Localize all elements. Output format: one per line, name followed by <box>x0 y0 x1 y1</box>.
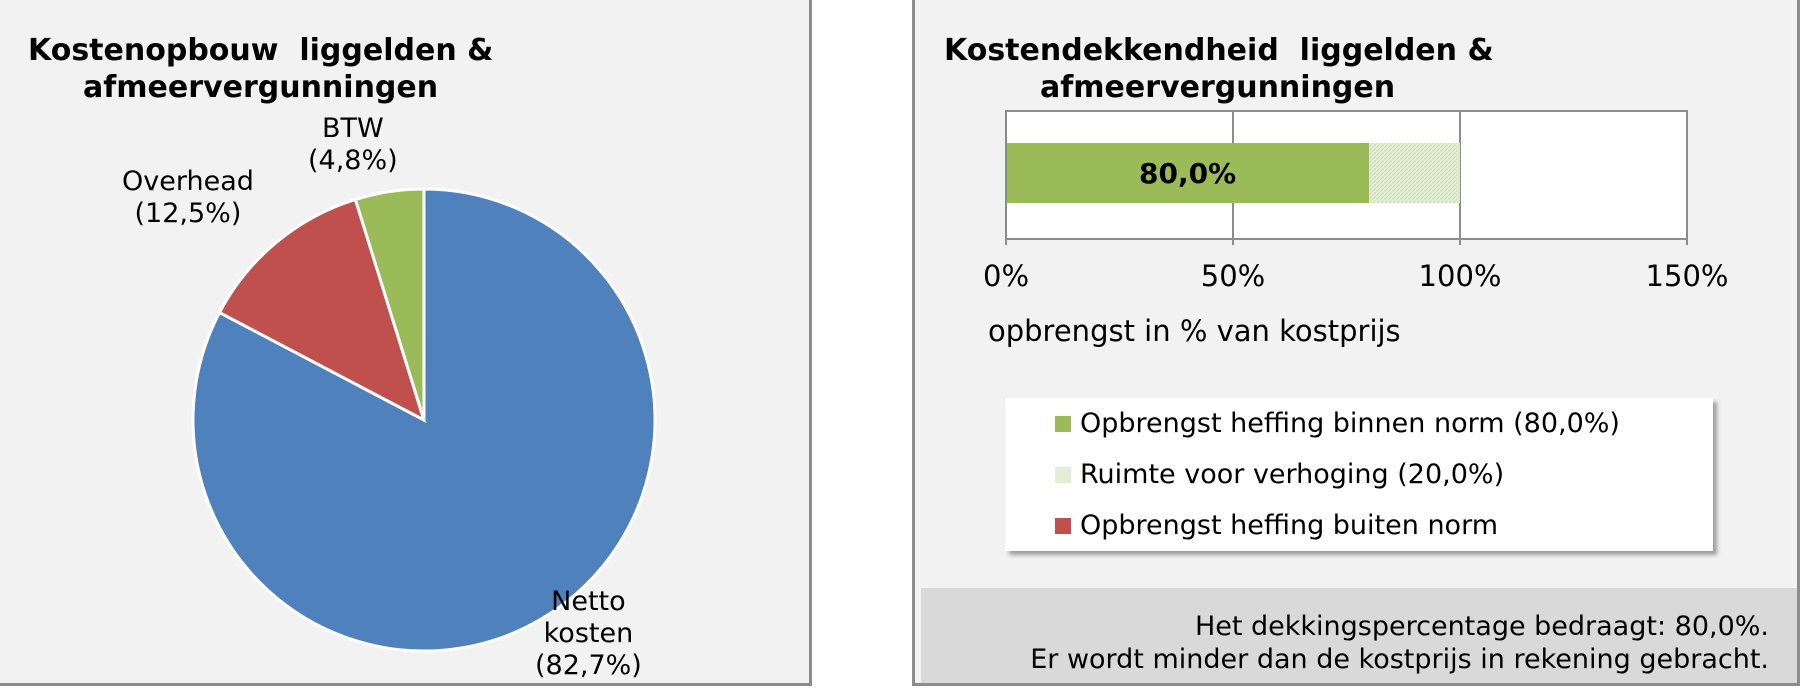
x-tick-label: 150% <box>1645 259 1729 293</box>
plot-border <box>1005 110 1688 240</box>
pie-label-overhead: Overhead (12,5%) <box>122 166 254 229</box>
bar-chart-title-line2: afmeervergunningen <box>1040 70 1396 105</box>
pie-slice-2 <box>353 187 426 421</box>
legend-item-ruimte: Ruimte voor verhoging (20,0%) <box>1055 459 1504 491</box>
note-line-2: Er wordt minder dan de kostprijs in reke… <box>1030 644 1769 675</box>
bar-segment-0 <box>1006 143 1370 203</box>
legend-swatch <box>1055 416 1071 432</box>
pie-chart-title-line2: afmeervergunningen <box>83 70 439 105</box>
legend-item-binnen-norm: Opbrengst heffing binnen norm (80,0%) <box>1055 408 1620 440</box>
pie-label-btw: BTW (4,8%) <box>308 113 398 176</box>
pie-chart <box>191 187 657 653</box>
bar-chart-title-line1: Kostendekkendheid liggelden & <box>944 33 1494 68</box>
conclusion-note: Het dekkingspercentage bedraagt: 80,0%. … <box>921 588 1797 683</box>
x-axis-title: opbrengst in % van kostprijs <box>988 314 1401 348</box>
note-line-1: Het dekkingspercentage bedraagt: 80,0%. <box>1194 611 1769 642</box>
bar-data-label: 80,0% <box>1139 157 1236 190</box>
pie-label-netto: Netto kosten (82,7%) <box>535 586 642 681</box>
bar-segment-1 <box>1369 143 1460 203</box>
legend-swatch <box>1055 518 1071 534</box>
pie-chart-title-line1: Kostenopbouw liggelden & <box>28 33 494 68</box>
x-tick-label: 0% <box>982 259 1030 293</box>
legend-item-buiten-norm: Opbrengst heffing buiten norm <box>1055 510 1498 542</box>
pie-slice-0 <box>191 187 657 653</box>
legend-swatch <box>1055 467 1071 483</box>
x-tick-label: 100% <box>1418 259 1502 293</box>
legend: Opbrengst heffing binnen norm (80,0%) Ru… <box>1005 398 1713 551</box>
x-tick-label: 50% <box>1200 259 1266 293</box>
pie-slice-1 <box>217 197 427 424</box>
